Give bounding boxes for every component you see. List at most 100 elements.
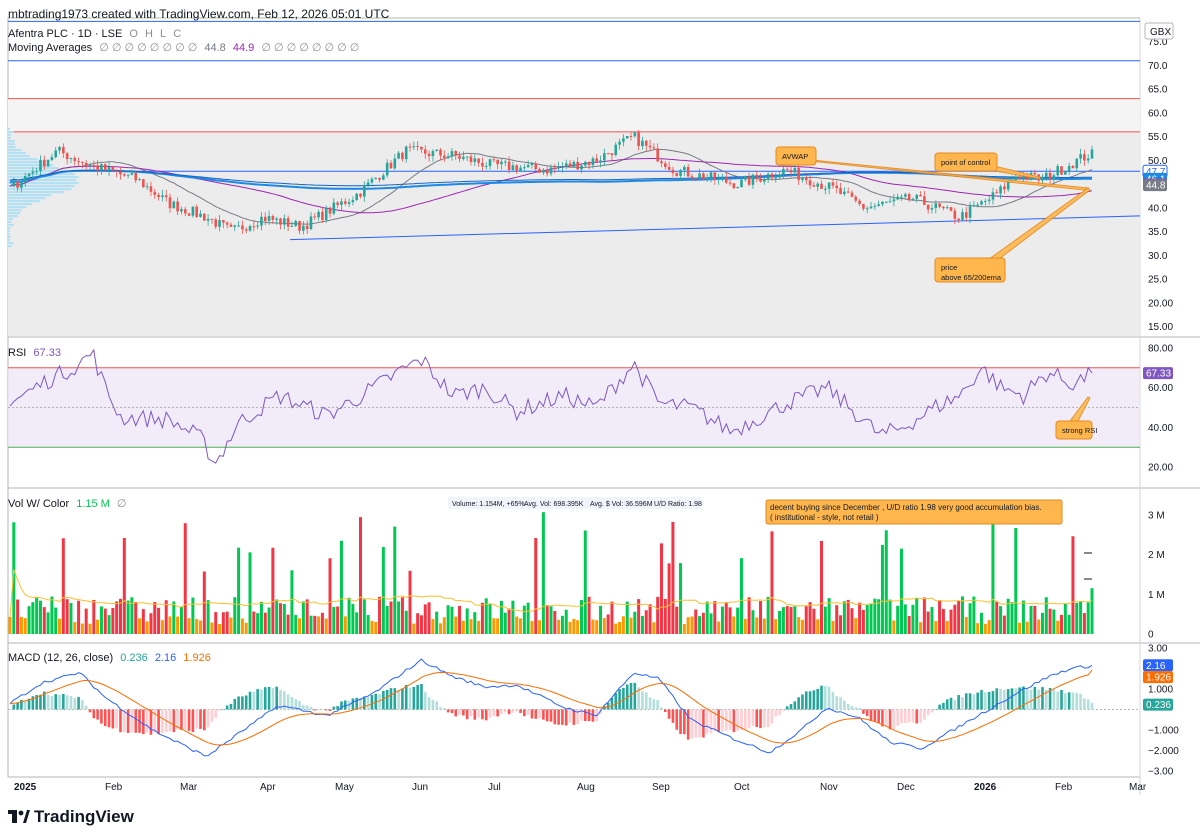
candle-body bbox=[728, 182, 732, 184]
volume-bar bbox=[164, 600, 168, 634]
candle-body bbox=[862, 203, 865, 209]
macd-hist-bar bbox=[180, 709, 183, 730]
candle-body bbox=[275, 218, 278, 220]
macd-hist-bar bbox=[519, 709, 522, 713]
volume-bar bbox=[785, 606, 789, 634]
macd-hist-bar bbox=[374, 693, 378, 710]
volume-profile-bar bbox=[8, 215, 18, 218]
macd-hist-bar bbox=[789, 704, 793, 710]
macd-hist-bar bbox=[214, 709, 218, 718]
macd-hist-bar bbox=[176, 709, 179, 730]
price-zone-mid bbox=[8, 98, 1140, 132]
macd-hist-bar bbox=[203, 709, 206, 731]
candle-body bbox=[385, 162, 389, 176]
volume-bar bbox=[461, 620, 465, 634]
candle-body bbox=[945, 207, 949, 209]
vol-label[interactable]: Vol W/ Color bbox=[8, 498, 70, 510]
time-tick-2026: 2026 bbox=[974, 782, 997, 793]
macd-hist-bar bbox=[252, 691, 256, 710]
macd-hist-bar bbox=[1071, 692, 1075, 710]
candle-body bbox=[949, 207, 953, 211]
macd-hist-bar bbox=[744, 709, 747, 729]
volume-bar bbox=[480, 602, 484, 634]
volume-bar bbox=[1044, 597, 1048, 634]
volume-bar bbox=[1090, 588, 1094, 634]
volume-bar bbox=[1052, 609, 1056, 634]
volume-bar bbox=[503, 612, 507, 634]
time-tick-jul: Jul bbox=[488, 782, 501, 793]
candle-body bbox=[854, 196, 858, 201]
candle-body bbox=[500, 161, 503, 165]
volume-bar bbox=[187, 618, 191, 634]
candle-body bbox=[73, 158, 77, 162]
volume-bar bbox=[507, 608, 511, 634]
volume-bar bbox=[58, 618, 62, 634]
volume-bar bbox=[1067, 614, 1071, 634]
candle-body bbox=[203, 213, 206, 221]
volume-bar bbox=[320, 612, 324, 634]
candle-body bbox=[873, 205, 877, 207]
macd-tag-1: 1.926 bbox=[1143, 671, 1173, 684]
volume-bar bbox=[743, 618, 747, 634]
macd-hist-bar bbox=[492, 709, 496, 717]
macd-hist-bar bbox=[1064, 693, 1067, 710]
macd-hist-bar bbox=[694, 709, 698, 738]
candle-body bbox=[747, 176, 751, 185]
macd-hist-bar bbox=[530, 709, 534, 719]
macd-hist-bar bbox=[263, 687, 267, 710]
rsi-label[interactable]: RSI bbox=[8, 347, 27, 359]
macd-hist-bar bbox=[142, 709, 145, 735]
volume-bar bbox=[736, 607, 740, 634]
volume-bar bbox=[964, 617, 968, 634]
volume-profile-bar bbox=[8, 224, 14, 227]
macd-hist-bar bbox=[709, 709, 713, 734]
macd-hist-bar bbox=[248, 691, 252, 710]
macd-hist-bar bbox=[904, 709, 907, 723]
candle-body bbox=[557, 167, 560, 169]
brand-name: TradingView bbox=[34, 807, 134, 826]
volume-bar bbox=[1021, 600, 1025, 634]
symbol-title[interactable]: Afentra PLC · 1D · LSE bbox=[8, 28, 123, 40]
candle-body bbox=[126, 174, 130, 176]
macd-hist-bar bbox=[892, 709, 896, 730]
macd-hist-bar bbox=[843, 700, 846, 710]
volume-bar bbox=[240, 618, 244, 634]
volume-stat-3: U/D Ratio: 1.98 bbox=[654, 501, 702, 508]
volume-bar bbox=[911, 604, 915, 634]
volume-bars bbox=[8, 509, 1094, 634]
macd-hist-bar bbox=[222, 709, 225, 710]
macd-hist-bar bbox=[797, 697, 800, 710]
macd-hist-bar bbox=[256, 689, 259, 710]
macd-tag-text: 1.926 bbox=[1146, 673, 1171, 684]
candle-body bbox=[263, 216, 267, 221]
price-tick: 15.00 bbox=[1148, 322, 1173, 333]
macd-hist-bar bbox=[618, 689, 621, 710]
macd-hist-bar bbox=[656, 700, 659, 710]
volume-bar bbox=[595, 620, 599, 634]
candle-body bbox=[27, 173, 31, 176]
macd-label[interactable]: MACD (12, 26, close) bbox=[8, 652, 114, 664]
volume-profile-bar bbox=[8, 236, 11, 239]
volume-bar bbox=[511, 600, 515, 634]
macd-hist-bar bbox=[1041, 687, 1044, 710]
volume-bar bbox=[880, 544, 884, 634]
volume-bar bbox=[682, 624, 686, 634]
ma-label[interactable]: Moving Averages bbox=[8, 42, 93, 54]
candle-body bbox=[519, 167, 522, 172]
macd-hist-bar bbox=[591, 709, 595, 722]
volume-bar bbox=[221, 612, 225, 634]
volume-profile-bar bbox=[8, 182, 80, 185]
candle-body bbox=[675, 173, 679, 176]
candle-body bbox=[755, 174, 759, 179]
volume-bar bbox=[168, 616, 172, 634]
volume-bar bbox=[439, 623, 443, 634]
candle-body bbox=[496, 159, 499, 165]
volume-bar bbox=[515, 616, 519, 634]
volume-profile-bar bbox=[8, 233, 10, 236]
volume-bar bbox=[953, 604, 957, 634]
candle-body bbox=[313, 216, 317, 218]
candle-body bbox=[1075, 158, 1079, 169]
macd-tick: −2.000 bbox=[1148, 746, 1179, 757]
candle-body bbox=[972, 205, 976, 207]
